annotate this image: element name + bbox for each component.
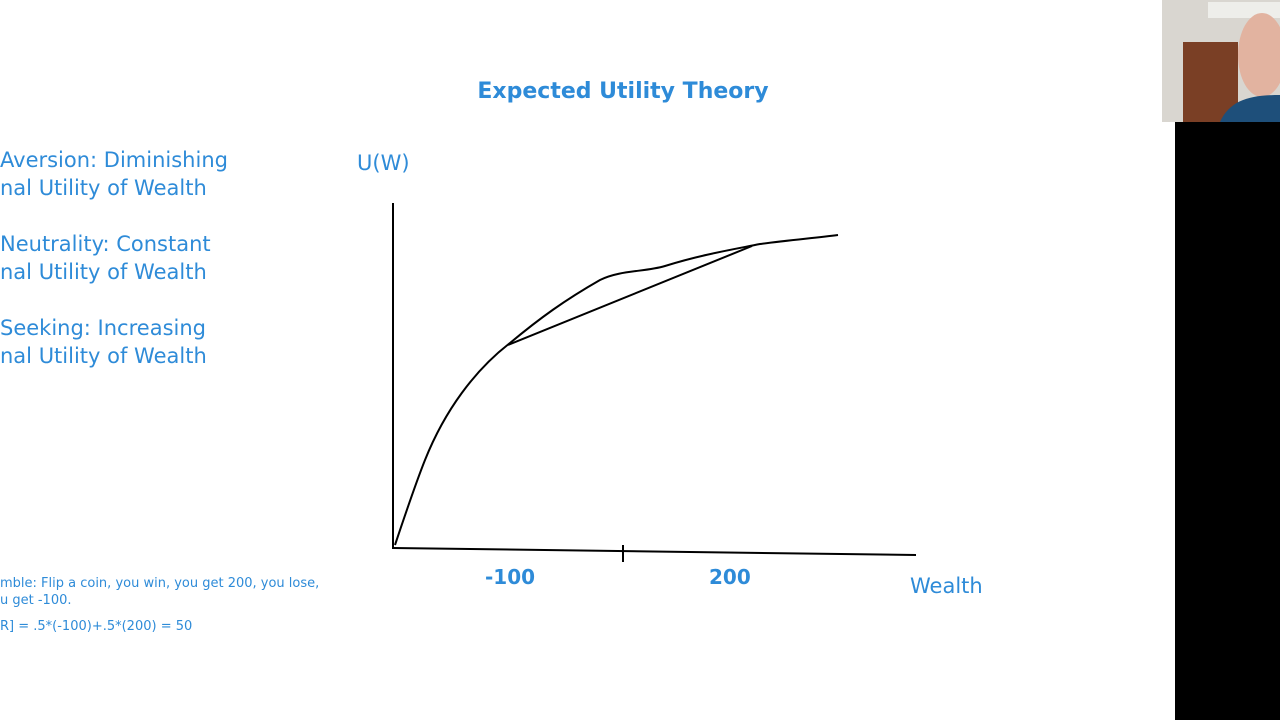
note-line: u get -100. [0, 593, 72, 608]
bullet-line: Seeking: Increasing [0, 316, 206, 340]
bullet-line: nal Utility of Wealth [0, 344, 207, 368]
slide-title: Expected Utility Theory [477, 79, 769, 104]
x-axis [392, 547, 917, 556]
webcam-shirt [1220, 95, 1280, 122]
bullet-line: nal Utility of Wealth [0, 176, 207, 200]
y-axis-label: U(W) [357, 151, 410, 175]
webcam-door [1183, 42, 1238, 122]
x-point-label: 200 [709, 565, 751, 589]
webcam-face [1238, 13, 1280, 97]
webcam [1162, 0, 1280, 122]
x-point-label: -100 [485, 565, 536, 589]
bullet-line: Aversion: Diminishing [0, 148, 228, 172]
chord [507, 245, 753, 346]
bullet-line: nal Utility of Wealth [0, 260, 207, 284]
note-line: R] = .5*(-100)+.5*(200) = 50 [0, 619, 193, 634]
x-axis-label: Wealth [910, 574, 983, 598]
hand-drawing [392, 203, 917, 562]
bullet-line: Neutrality: Constant [0, 232, 211, 256]
note-line: mble: Flip a coin, you win, you get 200,… [0, 576, 320, 591]
utility-curve [394, 234, 839, 546]
black-bar [1175, 120, 1280, 720]
